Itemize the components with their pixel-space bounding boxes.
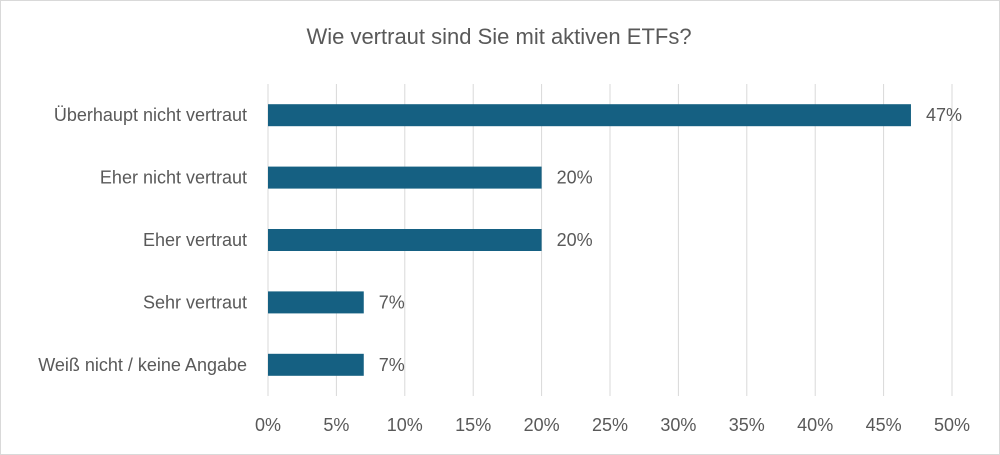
category-label: Eher nicht vertraut xyxy=(100,168,247,188)
x-tick-label: 5% xyxy=(323,415,349,435)
data-label: 47% xyxy=(926,105,962,125)
category-label: Sehr vertraut xyxy=(143,292,247,312)
bar xyxy=(268,166,542,189)
data-label: 20% xyxy=(557,168,593,188)
category-label: Überhaupt nicht vertraut xyxy=(54,105,247,125)
x-tick-label: 35% xyxy=(729,415,765,435)
x-tick-label: 0% xyxy=(255,415,281,435)
bar xyxy=(268,353,364,376)
gridlines xyxy=(267,84,953,396)
data-labels: 47% 20% 20% 7% 7% xyxy=(379,105,962,375)
x-tick-label: 50% xyxy=(934,415,970,435)
x-axis-ticks: 0% 5% 10% 15% 20% 25% 30% 35% 40% 45% 50% xyxy=(255,415,970,435)
x-tick-label: 30% xyxy=(660,415,696,435)
category-labels: Überhaupt nicht vertraut Eher nicht vertr… xyxy=(38,105,247,375)
data-label: 20% xyxy=(557,230,593,250)
bars xyxy=(268,104,911,376)
x-tick-label: 20% xyxy=(524,415,560,435)
bar xyxy=(268,104,911,127)
chart-title: Wie vertraut sind Sie mit aktiven ETFs? xyxy=(306,24,691,49)
x-tick-label: 10% xyxy=(387,415,423,435)
x-tick-label: 40% xyxy=(797,415,833,435)
data-label: 7% xyxy=(379,292,405,312)
x-tick-label: 45% xyxy=(866,415,902,435)
bar xyxy=(268,229,542,251)
category-label: Eher vertraut xyxy=(143,230,247,250)
x-tick-label: 25% xyxy=(592,415,628,435)
x-tick-label: 15% xyxy=(455,415,491,435)
bar xyxy=(268,291,364,314)
data-label: 7% xyxy=(379,355,405,375)
category-label: Weiß nicht / keine Angabe xyxy=(38,355,247,375)
